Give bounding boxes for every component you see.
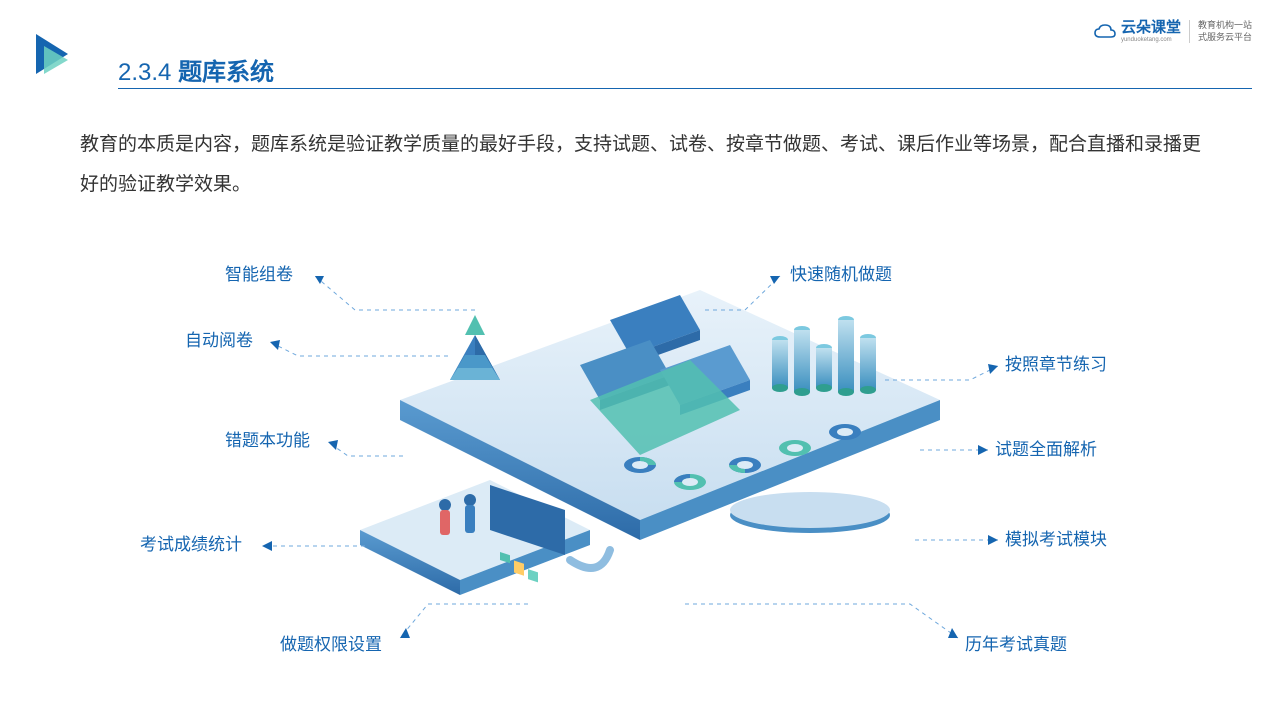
section-title-text: 题库系统: [178, 59, 274, 86]
brand-name: 云朵课堂: [1121, 20, 1181, 35]
brand-logo: 云朵课堂 yunduoketang.com 教育机构一站 式服务云平台: [1093, 20, 1252, 43]
label-right-3: 模拟考试模块: [1005, 525, 1107, 550]
brand-tagline: 教育机构一站 式服务云平台: [1189, 20, 1252, 43]
label-right-0: 快速随机做题: [790, 260, 892, 285]
section-number: 2.3.4: [118, 59, 171, 86]
cylinder-bars: [772, 316, 876, 396]
pill-shape: [730, 492, 890, 533]
label-left-4: 做题权限设置: [280, 630, 382, 655]
label-right-2: 试题全面解析: [995, 435, 1097, 460]
label-right-1: 按照章节练习: [1005, 350, 1107, 375]
pyramid-icon: [450, 315, 500, 380]
label-left-2: 错题本功能: [225, 426, 310, 451]
label-left-1: 自动阅卷: [185, 326, 253, 351]
label-right-4: 历年考试真题: [965, 630, 1067, 655]
corner-arrow-icon: [34, 32, 78, 76]
label-left-3: 考试成绩统计: [140, 530, 242, 555]
section-title: 2.3.4 题库系统: [118, 52, 274, 87]
body-paragraph: 教育的本质是内容，题库系统是验证教学质量的最好手段，支持试题、试卷、按章节做题、…: [80, 125, 1210, 205]
feature-diagram: 智能组卷 自动阅卷 错题本功能 考试成绩统计 做题权限设置 快速随机做题 按照章…: [0, 220, 1280, 680]
brand-domain: yunduoketang.com: [1121, 37, 1181, 43]
title-underline: [118, 88, 1252, 89]
cloud-icon: [1093, 23, 1117, 41]
isometric-illustration: [340, 260, 960, 640]
label-left-0: 智能组卷: [225, 260, 293, 285]
